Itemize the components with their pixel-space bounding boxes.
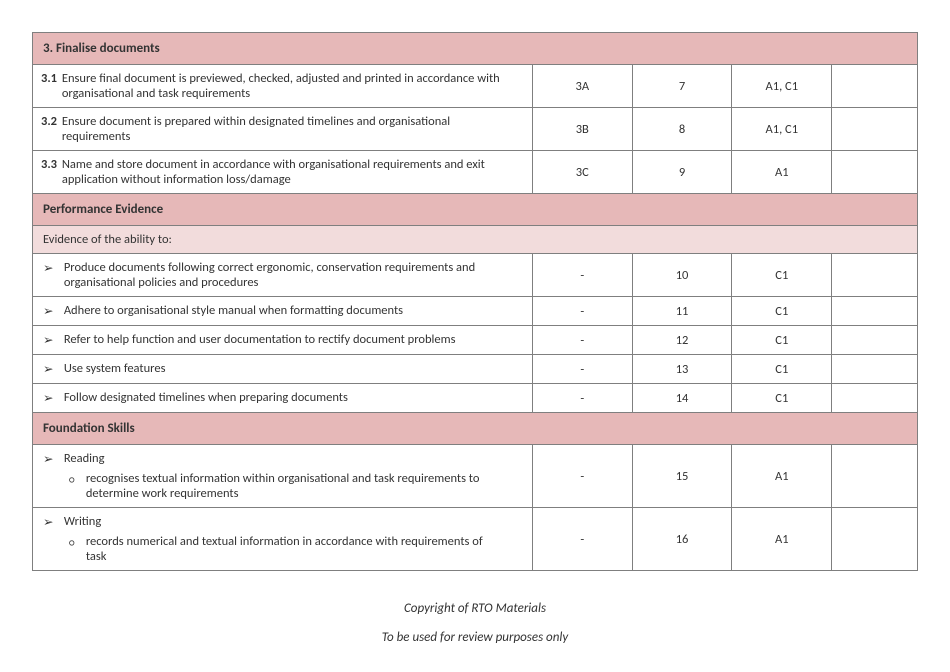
perf-evidence-header-row: Performance Evidence: [33, 194, 918, 226]
cell-col-b: 14: [632, 384, 732, 413]
cell-col-b: 12: [632, 326, 732, 355]
cell-col-b: 11: [632, 297, 732, 326]
row-desc: ➢ Produce documents following correct er…: [33, 254, 533, 297]
cell-col-d: [832, 297, 918, 326]
row-text: Refer to help function and user document…: [64, 332, 514, 347]
cell-col-c: C1: [732, 326, 832, 355]
page-container: 3. Finalise documents 3.1 Ensure final d…: [0, 0, 950, 652]
row-number: 3.3: [41, 157, 57, 172]
row-desc: ➢ Writing ○ records numerical and textua…: [33, 508, 533, 571]
row-main: Reading: [64, 451, 514, 466]
cell-col-a: 3C: [532, 151, 632, 194]
cell-col-b: 15: [632, 445, 732, 508]
cell-col-c: A1, C1: [732, 65, 832, 108]
table-row: ➢ Reading ○ recognises textual informati…: [33, 445, 918, 508]
section-3-header-row: 3. Finalise documents: [33, 33, 918, 65]
cell-col-b: 10: [632, 254, 732, 297]
row-main: Writing: [64, 514, 514, 529]
cell-col-c: A1: [732, 508, 832, 571]
table-row: ➢ Writing ○ records numerical and textua…: [33, 508, 918, 571]
cell-col-b: 7: [632, 65, 732, 108]
row-number: 3.1: [41, 71, 57, 86]
row-desc: 3.3 Name and store document in accordanc…: [33, 151, 533, 194]
cell-col-b: 9: [632, 151, 732, 194]
chevron-right-icon: ➢: [43, 303, 61, 319]
cell-col-a: -: [532, 326, 632, 355]
cell-col-a: -: [532, 297, 632, 326]
cell-col-b: 13: [632, 355, 732, 384]
cell-col-d: [832, 108, 918, 151]
chevron-right-icon: ➢: [43, 260, 61, 276]
foundation-header-row: Foundation Skills: [33, 413, 918, 445]
cell-col-d: [832, 326, 918, 355]
row-text: Adhere to organisational style manual wh…: [64, 303, 514, 318]
foundation-title: Foundation Skills: [33, 413, 918, 445]
cell-col-d: [832, 254, 918, 297]
row-sub: records numerical and textual informatio…: [86, 534, 496, 564]
cell-col-a: -: [532, 355, 632, 384]
chevron-right-icon: ➢: [43, 361, 61, 377]
cell-col-c: C1: [732, 297, 832, 326]
perf-evidence-subheader-row: Evidence of the ability to:: [33, 226, 918, 254]
cell-col-d: [832, 65, 918, 108]
row-desc: 3.1 Ensure final document is previewed, …: [33, 65, 533, 108]
row-desc: ➢ Refer to help function and user docume…: [33, 326, 533, 355]
footer-copyright: Copyright of RTO Materials: [32, 595, 918, 624]
row-text: Name and store document in accordance wi…: [62, 157, 502, 187]
row-desc: ➢ Adhere to organisational style manual …: [33, 297, 533, 326]
cell-col-c: C1: [732, 384, 832, 413]
cell-col-c: C1: [732, 254, 832, 297]
row-text: Produce documents following correct ergo…: [64, 260, 514, 290]
cell-col-d: [832, 151, 918, 194]
row-text: Ensure document is prepared within desig…: [62, 114, 502, 144]
row-text: Follow designated timelines when prepari…: [64, 390, 514, 405]
row-text: Use system features: [64, 361, 514, 376]
cell-col-d: [832, 384, 918, 413]
chevron-right-icon: ➢: [43, 332, 61, 348]
chevron-right-icon: ➢: [43, 390, 61, 406]
chevron-right-icon: ➢: [43, 514, 61, 530]
table-row: ➢ Adhere to organisational style manual …: [33, 297, 918, 326]
perf-evidence-title: Performance Evidence: [33, 194, 918, 226]
cell-col-c: A1: [732, 151, 832, 194]
table-row: ➢ Use system features - 13 C1: [33, 355, 918, 384]
cell-col-c: A1: [732, 445, 832, 508]
cell-col-a: -: [532, 254, 632, 297]
perf-evidence-subtitle: Evidence of the ability to:: [33, 226, 918, 254]
cell-col-d: [832, 445, 918, 508]
cell-col-d: [832, 355, 918, 384]
circle-bullet-icon: ○: [69, 536, 83, 549]
row-desc: ➢ Use system features: [33, 355, 533, 384]
circle-bullet-icon: ○: [69, 473, 83, 486]
cell-col-a: -: [532, 384, 632, 413]
cell-col-c: A1, C1: [732, 108, 832, 151]
page-footer: Copyright of RTO Materials To be used fo…: [32, 595, 918, 652]
table-row: ➢ Produce documents following correct er…: [33, 254, 918, 297]
cell-col-b: 16: [632, 508, 732, 571]
cell-col-a: -: [532, 508, 632, 571]
footer-usage: To be used for review purposes only: [32, 624, 918, 653]
cell-col-c: C1: [732, 355, 832, 384]
chevron-right-icon: ➢: [43, 451, 61, 467]
table-row: ➢ Follow designated timelines when prepa…: [33, 384, 918, 413]
table-row: 3.2 Ensure document is prepared within d…: [33, 108, 918, 151]
cell-col-d: [832, 508, 918, 571]
cell-col-a: 3A: [532, 65, 632, 108]
row-desc: ➢ Reading ○ recognises textual informati…: [33, 445, 533, 508]
cell-col-a: 3B: [532, 108, 632, 151]
cell-col-a: -: [532, 445, 632, 508]
table-row: 3.1 Ensure final document is previewed, …: [33, 65, 918, 108]
table-row: ➢ Refer to help function and user docume…: [33, 326, 918, 355]
table-row: 3.3 Name and store document in accordanc…: [33, 151, 918, 194]
row-text: Ensure final document is previewed, chec…: [62, 71, 502, 101]
row-desc: ➢ Follow designated timelines when prepa…: [33, 384, 533, 413]
section-3-title: 3. Finalise documents: [33, 33, 918, 65]
mapping-table: 3. Finalise documents 3.1 Ensure final d…: [32, 32, 918, 571]
row-number: 3.2: [41, 114, 57, 129]
row-sub: recognises textual information within or…: [86, 471, 496, 501]
cell-col-b: 8: [632, 108, 732, 151]
row-desc: 3.2 Ensure document is prepared within d…: [33, 108, 533, 151]
